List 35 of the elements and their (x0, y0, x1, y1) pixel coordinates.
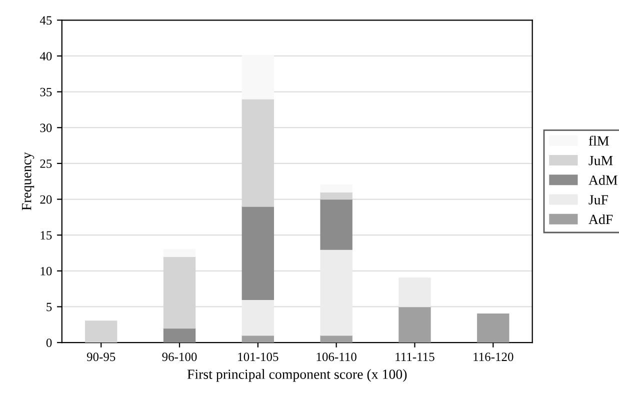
y-tick-label: 10 (40, 266, 52, 276)
bar (320, 184, 352, 193)
legend-label: AdF (588, 214, 613, 224)
y-tick-label: 5 (46, 302, 52, 312)
y-tick-label: 30 (40, 124, 52, 132)
bar (320, 198, 352, 250)
bar (163, 248, 196, 257)
y-tick-label: 40 (40, 52, 52, 60)
y-tick-label: 15 (40, 231, 52, 240)
bar (477, 313, 510, 343)
bar (85, 320, 118, 343)
y-axis-title: Frequency (22, 152, 34, 210)
x-tick-label: 106-110 (316, 352, 356, 362)
legend-label: AdM (588, 175, 618, 185)
bar (242, 56, 274, 100)
x-tick-label: 96-100 (162, 352, 197, 362)
x-tick-label: 90-95 (86, 352, 116, 362)
y-tick-label: 0 (46, 338, 52, 348)
x-axis-title: First principal component score (x 100) (187, 369, 407, 382)
x-tick-label: 101-105 (238, 352, 278, 362)
legend-label: JuF (588, 195, 608, 204)
bar (398, 278, 431, 308)
x-tick-label: 111-115 (396, 352, 434, 362)
legend-label: JuM (588, 156, 613, 166)
bar (242, 299, 274, 336)
y-tick-label: 20 (40, 195, 52, 204)
x-tick-label: 116-120 (474, 352, 514, 362)
legend-label: flM (588, 136, 609, 146)
bar (242, 206, 274, 300)
y-tick-label: 45 (40, 16, 52, 25)
bar (163, 328, 196, 343)
y-tick-label: 35 (40, 88, 52, 96)
bar (320, 248, 352, 336)
bar (398, 306, 431, 343)
y-tick-label: 25 (40, 160, 52, 168)
